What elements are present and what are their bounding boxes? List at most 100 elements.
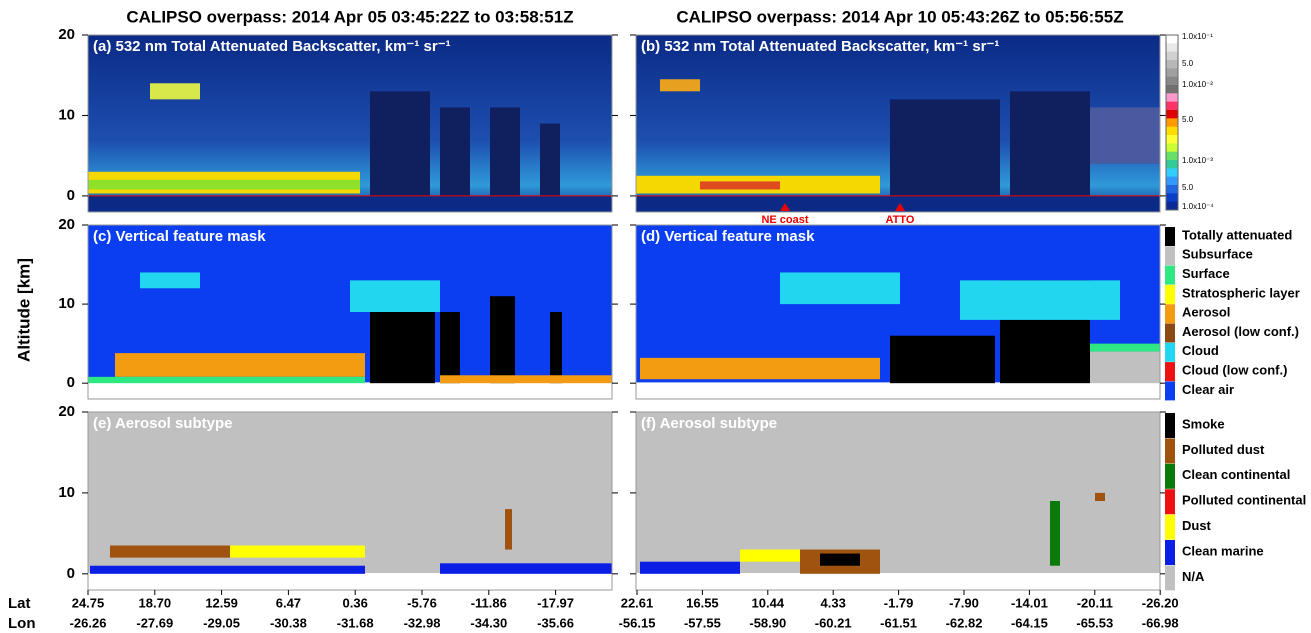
panel-frame	[87, 224, 613, 400]
legend-swatch	[1165, 413, 1175, 438]
panel-image	[90, 565, 365, 574]
legend-label: Surface	[1182, 266, 1230, 281]
legend-label: Cloud (low conf.)	[1182, 363, 1287, 378]
legend-swatch	[1165, 489, 1175, 515]
colorbar-label: 5.0	[1182, 183, 1194, 192]
colorbar-cell	[1166, 126, 1178, 136]
panel-label: (f) Aerosol subtype	[641, 415, 777, 432]
panel-image	[1095, 492, 1105, 501]
panel-image	[440, 375, 612, 384]
colorbar-cell	[1166, 168, 1178, 178]
legend-swatch	[1165, 540, 1175, 565]
panel-image	[640, 561, 740, 574]
title-right: CALIPSO overpass: 2014 Apr 10 05:43:26Z …	[676, 7, 1123, 26]
lat-label: 10.44	[752, 595, 785, 610]
lon-label: -56.15	[619, 615, 656, 630]
lon-label: -61.51	[880, 615, 917, 630]
legend-label: Smoke	[1182, 416, 1225, 431]
legend-swatch	[1165, 438, 1175, 464]
panel-image	[550, 312, 562, 384]
panel-image	[636, 382, 1160, 399]
panel-image	[140, 272, 200, 289]
panel-image	[700, 181, 780, 190]
lon-label: -64.15	[1011, 615, 1048, 630]
colorbar-label: 5.0	[1182, 115, 1194, 124]
panel-image	[88, 573, 612, 590]
panel-frame	[87, 411, 613, 591]
panel-label: (a) 532 nm Total Attenuated Backscatter,…	[93, 38, 451, 55]
colorbar-label: 1.0x10⁻¹	[1182, 32, 1213, 41]
legend-label: Clear air	[1182, 382, 1234, 397]
y-tick-label: 10	[58, 106, 75, 123]
legend-label: Totally attenuated	[1182, 227, 1292, 242]
lon-label: -32.98	[404, 615, 441, 630]
panel-image	[636, 573, 1160, 590]
panel-image	[540, 123, 560, 196]
colorbar-label: 1.0x10⁻⁴	[1182, 202, 1214, 211]
lat-label: 12.59	[205, 595, 238, 610]
legend-swatch	[1165, 342, 1175, 362]
panel-frame	[635, 224, 1161, 400]
panel-image	[88, 412, 612, 590]
lat-label: -20.11	[1077, 595, 1113, 610]
legend-label: Stratospheric layer	[1182, 285, 1300, 300]
legend-label: Aerosol	[1182, 305, 1230, 320]
panel-label: (e) Aerosol subtype	[93, 415, 232, 432]
panel-image	[505, 509, 512, 550]
colorbar-cell	[1166, 201, 1178, 211]
annotation: ATTO	[886, 214, 915, 226]
lon-label: -31.68	[337, 615, 374, 630]
lat-label: -5.76	[407, 595, 437, 610]
axis-row-label: Lat	[8, 595, 31, 612]
legend-label: N/A	[1182, 569, 1205, 584]
colorbar-cell	[1166, 143, 1178, 153]
panel-image	[440, 107, 470, 196]
colorbar-label: 5.0	[1182, 59, 1194, 68]
panel-image	[88, 376, 365, 384]
panel-frame	[635, 34, 1161, 213]
legend-label: Subsurface	[1182, 247, 1253, 262]
lat-label: 0.36	[343, 595, 368, 610]
panel-image	[890, 99, 1000, 196]
legend-swatch	[1165, 514, 1175, 540]
legend-swatch	[1165, 362, 1175, 382]
colorbar-cell	[1166, 85, 1178, 94]
panel-image	[150, 83, 200, 100]
y-tick-label: 0	[67, 187, 75, 204]
lat-label: 24.75	[72, 595, 105, 610]
y-tick-label: 20	[58, 403, 75, 420]
lat-label: 22.61	[621, 595, 654, 610]
y-tick-label: 0	[67, 374, 75, 391]
annotation: NE coast	[761, 214, 808, 226]
panel-image	[890, 335, 995, 384]
lon-label: -60.21	[815, 615, 852, 630]
lon-label: -35.66	[537, 615, 574, 630]
y-tick-label: 0	[67, 565, 75, 582]
lat-label: 18.70	[139, 595, 172, 610]
colorbar-cell	[1166, 193, 1178, 203]
y-tick-label: 10	[58, 295, 75, 312]
panel-image	[1010, 91, 1090, 196]
legend-swatch	[1165, 227, 1175, 246]
panel-image	[636, 412, 1160, 590]
lon-label: -62.82	[946, 615, 983, 630]
colorbar-cell	[1166, 68, 1178, 78]
panel-label: (c) Vertical feature mask	[93, 228, 266, 245]
colorbar-cell	[1166, 185, 1178, 194]
lat-label: -11.86	[471, 595, 507, 610]
panel-frame	[635, 411, 1161, 591]
panel-image	[636, 195, 1160, 212]
panel-image	[1050, 501, 1060, 566]
legend-swatch	[1165, 463, 1175, 489]
lon-label: -34.30	[470, 615, 507, 630]
lon-label: -58.90	[749, 615, 786, 630]
panel-label: (b) 532 nm Total Attenuated Backscatter,…	[641, 38, 999, 55]
panel-image	[490, 296, 515, 384]
colorbar-cell	[1166, 60, 1178, 69]
colorbar-label: 1.0x10⁻²	[1182, 80, 1213, 89]
lon-label: -57.55	[684, 615, 721, 630]
colorbar-cell	[1166, 51, 1178, 61]
panel-image	[640, 357, 880, 380]
panel-image	[88, 382, 612, 399]
